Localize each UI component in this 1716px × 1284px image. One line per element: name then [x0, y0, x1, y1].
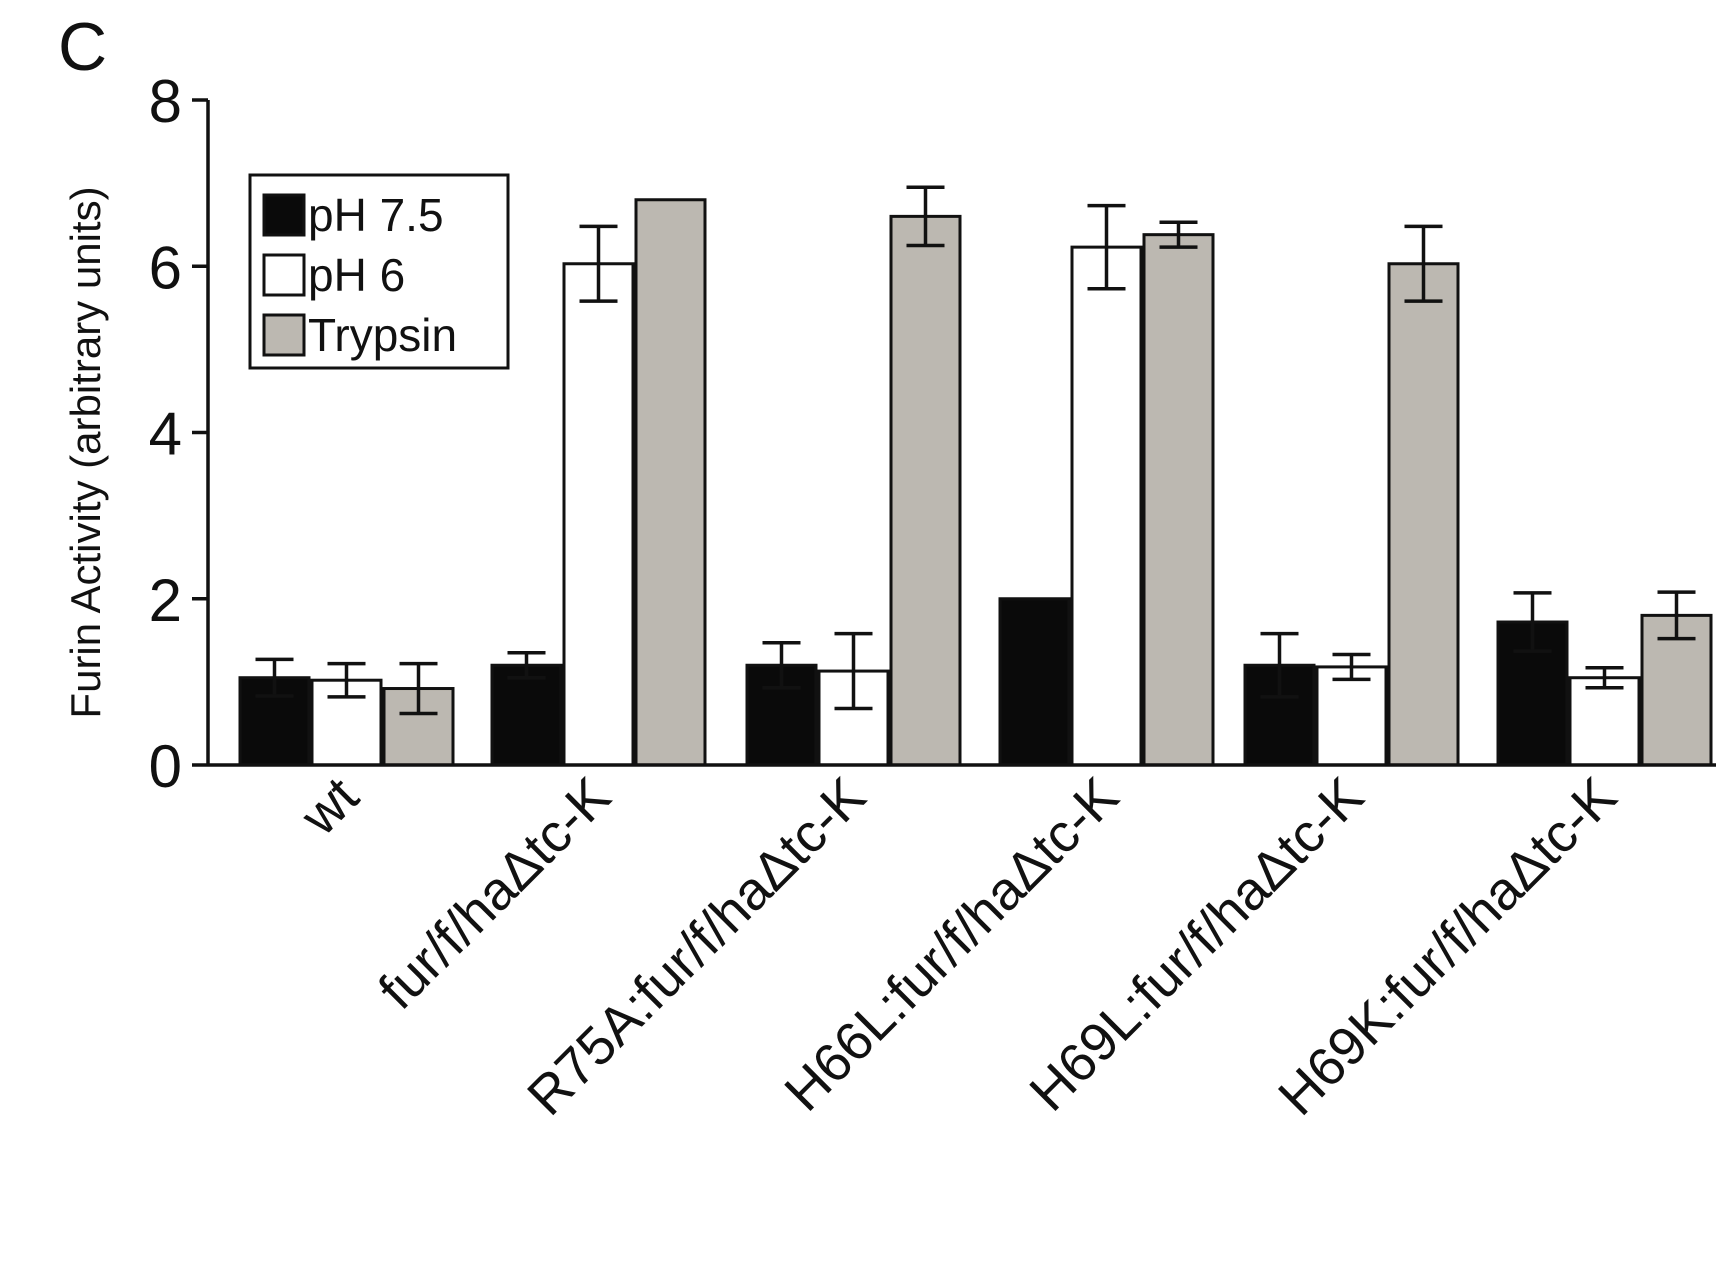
legend-item-ph-6: pH 6 — [262, 249, 405, 301]
error-bar-ph-6-h66l-fur-f-ha-tc-k — [1087, 203, 1126, 291]
legend-item-ph-7-5: pH 7.5 — [262, 189, 444, 241]
error-bar-ph-6-wt — [327, 661, 366, 699]
error-bar-ph-7-5-wt — [255, 657, 294, 698]
error-bar-trypsin-r75a-fur-f-ha-tc-k — [906, 185, 945, 248]
error-bar-ph-6-h69k-fur-f-ha-tc-k — [1585, 665, 1624, 690]
bar-ph-6-fur-f-ha-tc-k — [562, 262, 635, 767]
legend-item-trypsin: Trypsin — [262, 309, 457, 361]
error-bar-ph-7-5-h69k-fur-f-ha-tc-k — [1513, 591, 1552, 653]
bar-ph-6-h69k-fur-f-ha-tc-k — [1568, 676, 1641, 767]
bar-ph-6-h66l-fur-f-ha-tc-k — [1070, 245, 1143, 767]
error-bar-ph-6-h69l-fur-f-ha-tc-k — [1332, 652, 1371, 682]
y-tick-label-8: 8 — [149, 68, 182, 135]
legend-label-ph-6: pH 6 — [308, 249, 405, 301]
error-bars-layer — [255, 185, 1696, 716]
error-bar-ph-7-5-h69l-fur-f-ha-tc-k — [1260, 631, 1299, 699]
error-bar-ph-6-r75a-fur-f-ha-tc-k — [834, 631, 873, 711]
y-tick-label-2: 2 — [149, 567, 182, 634]
legend: pH 7.5 pH 6 Trypsin — [248, 173, 510, 370]
error-bar-trypsin-h69l-fur-f-ha-tc-k — [1404, 224, 1443, 303]
category-label-fur-f-ha-tc-k: fur/f/haΔtc-K — [367, 766, 622, 1021]
y-tick-label-4: 4 — [149, 401, 182, 468]
error-bar-ph-7-5-r75a-fur-f-ha-tc-k — [762, 641, 801, 690]
error-bar-ph-7-5-fur-f-ha-tc-k — [507, 651, 546, 680]
bar-trypsin-h66l-fur-f-ha-tc-k — [1142, 233, 1215, 767]
legend-label-ph-7-5: pH 7.5 — [308, 189, 444, 241]
error-bar-trypsin-wt — [399, 661, 438, 716]
error-bar-trypsin-h69k-fur-f-ha-tc-k — [1657, 590, 1696, 641]
bar-ph-7-5-fur-f-ha-tc-k — [490, 663, 563, 767]
error-bar-trypsin-h66l-fur-f-ha-tc-k — [1159, 220, 1198, 249]
y-tick-label-6: 6 — [149, 234, 182, 301]
legend-swatch-trypsin — [262, 313, 306, 357]
panel-label: C — [58, 9, 107, 85]
bar-ph-7-5-h66l-fur-f-ha-tc-k — [998, 597, 1071, 767]
legend-swatch-ph-6 — [262, 253, 306, 297]
error-bar-ph-6-fur-f-ha-tc-k — [579, 224, 618, 303]
legend-swatch-ph-7-5 — [262, 193, 306, 237]
bar-trypsin-h69l-fur-f-ha-tc-k — [1387, 262, 1460, 767]
bar-trypsin-fur-f-ha-tc-k — [634, 198, 707, 767]
y-tick-label-0: 0 — [149, 733, 182, 800]
category-label-wt: wt — [289, 766, 370, 847]
y-axis-label: Furin Activity (arbitrary units) — [62, 186, 109, 718]
bar-trypsin-r75a-fur-f-ha-tc-k — [889, 214, 962, 767]
bar-ph-6-h69l-fur-f-ha-tc-k — [1315, 665, 1388, 767]
legend-label-trypsin: Trypsin — [308, 309, 457, 361]
